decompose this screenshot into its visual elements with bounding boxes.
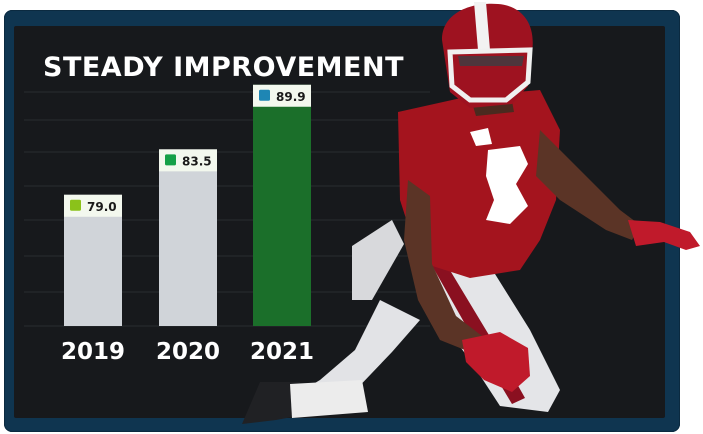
value-label: 79.0 [87,200,117,214]
visor [458,56,524,66]
player-arm-right [536,130,640,240]
towel [352,220,404,300]
x-tick-labels: 2019 2020 2021 [61,339,314,365]
player-arm-left [404,180,482,352]
chart-title: STEADY IMPROVEMENT [43,52,404,83]
value-label: 89.9 [276,90,306,104]
x-tick-label: 2019 [61,339,125,365]
value-label: 83.5 [182,154,212,168]
player-glove-left [462,332,530,392]
helmet-stripe [474,2,490,50]
value-marker [70,199,81,211]
helmet-icon [442,3,533,108]
jersey-number [486,146,528,224]
player-glove-right [628,220,700,250]
value-labels: 79.0 83.5 89.9 [64,84,311,217]
bar-2020 [159,149,217,326]
value-marker [165,154,176,166]
player-jersey [398,90,560,278]
value-marker [259,89,270,101]
player-sock [290,380,368,418]
bar-2021 [253,84,311,326]
chart-panel [14,26,665,418]
x-tick-label: 2020 [156,339,220,365]
x-tick-label: 2021 [250,339,314,365]
jersey-patch [470,128,492,146]
face-mask [447,47,533,103]
